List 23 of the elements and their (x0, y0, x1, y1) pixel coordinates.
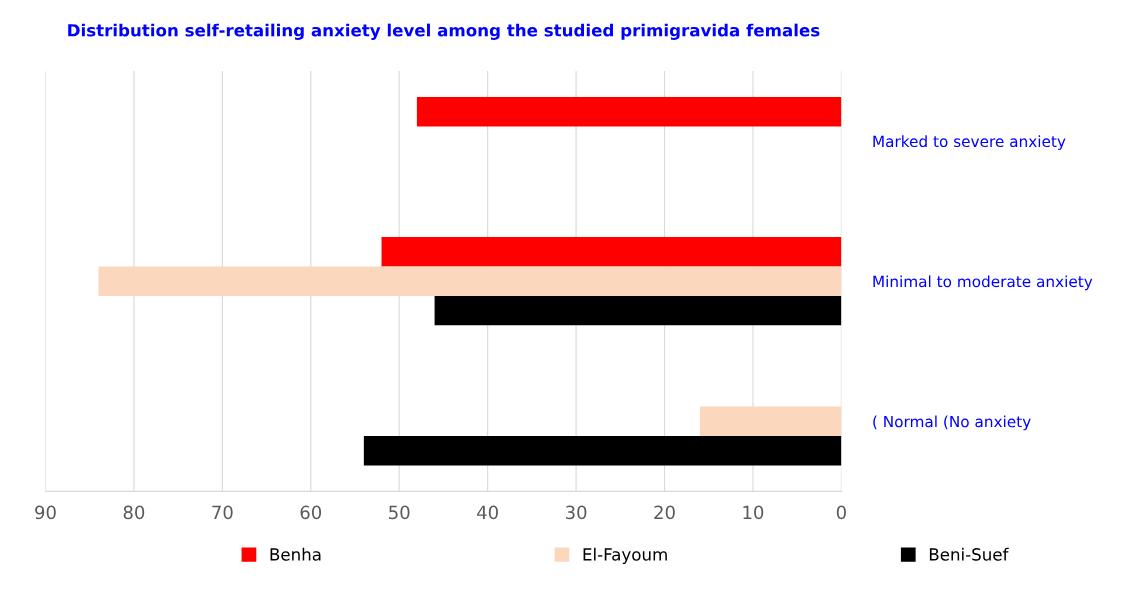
x-tick-label: 40 (477, 505, 498, 520)
chart-title: Distribution self-retailing anxiety level among the studied primigravida females (68, 23, 820, 40)
legend-label: Beni-Suef (929, 547, 1009, 561)
x-tick-label: 70 (212, 505, 233, 520)
bar (363, 436, 842, 466)
x-tick-label: 80 (123, 505, 145, 520)
y-tick-label: Marked to severe anxiety (873, 135, 1066, 151)
x-tick-label: 20 (654, 505, 675, 520)
bar (416, 96, 842, 127)
x-tick-label: 10 (743, 505, 764, 520)
x-tick-label: 60 (300, 505, 322, 520)
bar (434, 295, 842, 326)
y-tick-label: Minimal to moderate anxiety (873, 275, 1093, 291)
legend-label: El-Fayoum (583, 547, 667, 564)
bar (98, 266, 842, 296)
legend-label: Benha (270, 547, 321, 561)
y-tick-label: ( Normal (No anxiety (873, 415, 1031, 431)
x-tick-label: 50 (389, 505, 410, 520)
bar (699, 406, 842, 437)
x-tick-label: 0 (836, 505, 846, 520)
x-tick-label: 30 (565, 505, 587, 520)
bar (381, 237, 842, 267)
x-tick-label: 90 (35, 505, 56, 520)
